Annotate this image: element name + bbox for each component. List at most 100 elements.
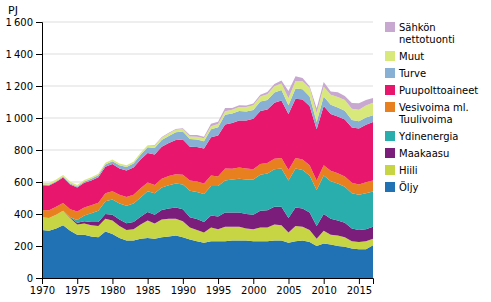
legend-label: Vesivoima ml.Tuulivoima (398, 102, 469, 125)
x-axis: 1970 1975 1980 1985 1990 1995 2000 2005 2010 2015 (30, 278, 374, 296)
legend-swatch (385, 165, 395, 175)
legend-label-line: Turve (398, 68, 426, 79)
tick: 600 (14, 177, 42, 188)
legend-item: Maakaasu (385, 148, 449, 159)
legend-swatch (385, 51, 395, 61)
legend-label: Öljy (399, 181, 418, 193)
area (42, 76, 373, 185)
tick-label: 2015 (347, 285, 372, 296)
legend-swatch (385, 148, 395, 158)
tick-label: 1975 (65, 285, 90, 296)
tick-label: 1995 (206, 285, 231, 296)
tick-mark (288, 278, 289, 284)
legend-item: Ydinenergia (385, 131, 458, 142)
tick: 400 (14, 209, 42, 220)
tick-label: 2005 (276, 285, 301, 296)
legend-item: Öljy (385, 181, 418, 193)
tick: 1985 (135, 278, 160, 296)
tick-label: 1980 (100, 285, 125, 296)
legend-label: Hiili (399, 165, 418, 176)
tick-mark (324, 278, 325, 284)
tick: 2015 (347, 278, 372, 296)
tick-label: 1 600 (6, 17, 33, 28)
legend-label: Ydinenergia (398, 131, 458, 142)
legend-item: Vesivoima ml.Tuulivoima (385, 102, 469, 125)
tick-mark (36, 246, 42, 247)
tick: 1970 (30, 278, 55, 296)
legend-swatch (385, 131, 395, 141)
y-axis-label: PJ (8, 4, 18, 17)
legend-item: Muut (385, 51, 424, 62)
tick-label: 1 200 (6, 81, 33, 92)
tick-label: 800 (14, 145, 33, 156)
tick-mark (77, 278, 78, 284)
tick: 200 (14, 241, 42, 252)
tick-mark (36, 118, 42, 119)
legend-item: Puupolttoaineet (385, 85, 478, 96)
legend-label: Maakaasu (399, 148, 449, 159)
tick: 800 (14, 145, 42, 156)
tick: 1 000 (6, 113, 42, 124)
tick-label: 1 400 (6, 49, 33, 60)
tick-label: 1990 (171, 285, 196, 296)
tick-mark (218, 278, 219, 284)
legend-label: Muut (399, 51, 424, 62)
tick-mark (253, 278, 254, 284)
legend-label-line: Ydinenergia (398, 131, 458, 142)
tick-label: 0 (27, 273, 33, 284)
tick: 1 400 (6, 49, 42, 60)
grid-line (42, 22, 373, 23)
tick-label: 2000 (241, 285, 266, 296)
tick: 2005 (276, 278, 301, 296)
legend-item: Hiili (385, 165, 418, 176)
legend: Sähkönnettotuonti Muut Turve Puupolttoainee… (385, 22, 478, 193)
tick-mark (36, 22, 42, 23)
legend-swatch (385, 22, 395, 32)
legend-label-line: nettotuonti (399, 34, 455, 45)
tick-mark (36, 54, 42, 55)
tick-mark (36, 214, 42, 215)
tick-label: 1985 (135, 285, 160, 296)
legend-label-line: Muut (399, 51, 424, 62)
grid (42, 22, 373, 278)
grid-line (42, 54, 373, 55)
legend-item: Turve (385, 68, 426, 79)
tick-mark (148, 278, 149, 284)
tick-mark (183, 278, 184, 284)
area (42, 81, 373, 186)
legend-label-line: Sähkön (399, 22, 436, 33)
tick-mark (36, 278, 42, 279)
legend-swatch (385, 102, 395, 112)
legend-swatch (385, 182, 395, 192)
legend-label-line: Vesivoima ml. (399, 102, 469, 113)
legend-label-line: Maakaasu (399, 148, 449, 159)
tick: 1 200 (6, 81, 42, 92)
tick-mark (112, 278, 113, 284)
legend-label-line: Tuulivoima (398, 114, 453, 125)
tick-mark (36, 182, 42, 183)
plot: 1970197519801985199019952000200520102015… (6, 17, 374, 296)
legend-swatch (385, 68, 395, 78)
areas (42, 76, 373, 278)
legend-label: Puupolttoaineet (399, 85, 478, 96)
tick: 1 600 (6, 17, 42, 28)
tick-label: 200 (14, 241, 33, 252)
legend-label-line: Öljy (399, 181, 418, 193)
y-axis: 0 200 400 600 800 1 000 1 200 1 400 1 600 (6, 17, 43, 284)
tick-label: 600 (14, 177, 33, 188)
legend-swatch (385, 85, 395, 95)
tick-mark (36, 150, 42, 151)
tick-mark (36, 86, 42, 87)
area (42, 99, 373, 212)
legend-label-line: Puupolttoaineet (399, 85, 478, 96)
tick: 1995 (206, 278, 231, 296)
tick: 1990 (171, 278, 196, 296)
tick-label: 400 (14, 209, 33, 220)
tick: 2000 (241, 278, 266, 296)
legend-label: Turve (398, 68, 426, 79)
tick: 0 (27, 273, 42, 284)
tick: 1980 (100, 278, 125, 296)
tick: 2010 (311, 278, 336, 296)
axis-line (36, 23, 43, 279)
axis-line (43, 279, 374, 285)
